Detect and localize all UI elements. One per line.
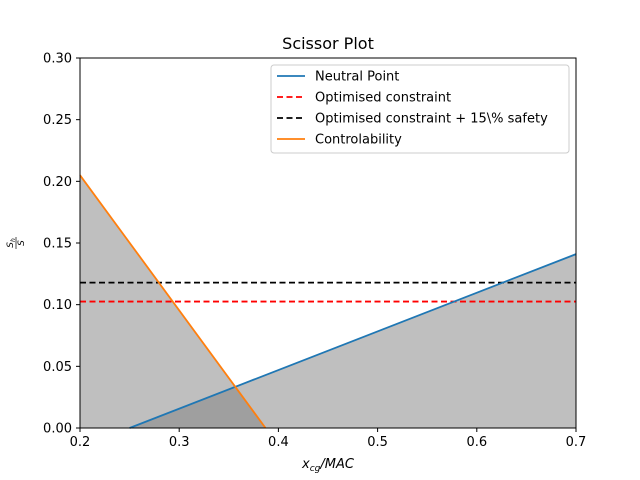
legend-frame — [270, 64, 570, 154]
x-tick-label: 0.7 — [566, 435, 587, 450]
legend-label-3: Controlability — [315, 133, 402, 148]
x-axis-label-main: x — [301, 457, 310, 472]
x-tick-label: 0.3 — [169, 435, 190, 450]
y-tick-label: 0.15 — [43, 237, 72, 252]
legend-label-1: Optimised constraint — [315, 91, 451, 106]
y-tick-label: 0.10 — [43, 298, 72, 313]
y-tick-label: 0.00 — [43, 422, 72, 437]
series-lines — [79, 174, 577, 429]
x-axis-ticks: 0.2 0.3 0.4 0.5 0.6 0.7 — [70, 428, 587, 450]
y-axis-label-denominator: S — [17, 240, 27, 246]
y-tick-label: 0.05 — [43, 360, 72, 375]
legend-label-2: Optimised constraint + 15\% safety — [315, 112, 548, 127]
x-axis-label-subscript: cg — [310, 464, 321, 474]
series-line-3 — [79, 174, 267, 429]
y-axis-ticks: 0.00 0.05 0.10 0.15 0.20 0.25 0.30 — [43, 52, 80, 437]
x-tick-label: 0.4 — [268, 435, 289, 450]
y-tick-label: 0.20 — [43, 175, 72, 190]
chart-title: Scissor Plot — [282, 34, 374, 53]
y-axis-label: Sh S — [6, 237, 27, 249]
x-axis-label: xcg/MAC — [301, 457, 355, 474]
x-tick-label: 0.5 — [367, 435, 388, 450]
x-axis-label-rest: /MAC — [319, 457, 354, 472]
x-tick-label: 0.2 — [70, 435, 91, 450]
series-line-0 — [129, 253, 577, 429]
x-tick-label: 0.6 — [466, 435, 487, 450]
legend: Neutral Point Optimised constraint Optimis… — [270, 64, 570, 154]
y-tick-label: 0.30 — [43, 52, 72, 67]
y-axis-label-numerator: Sh — [6, 238, 17, 248]
y-tick-label: 0.25 — [43, 113, 72, 128]
legend-label-0: Neutral Point — [315, 70, 399, 85]
